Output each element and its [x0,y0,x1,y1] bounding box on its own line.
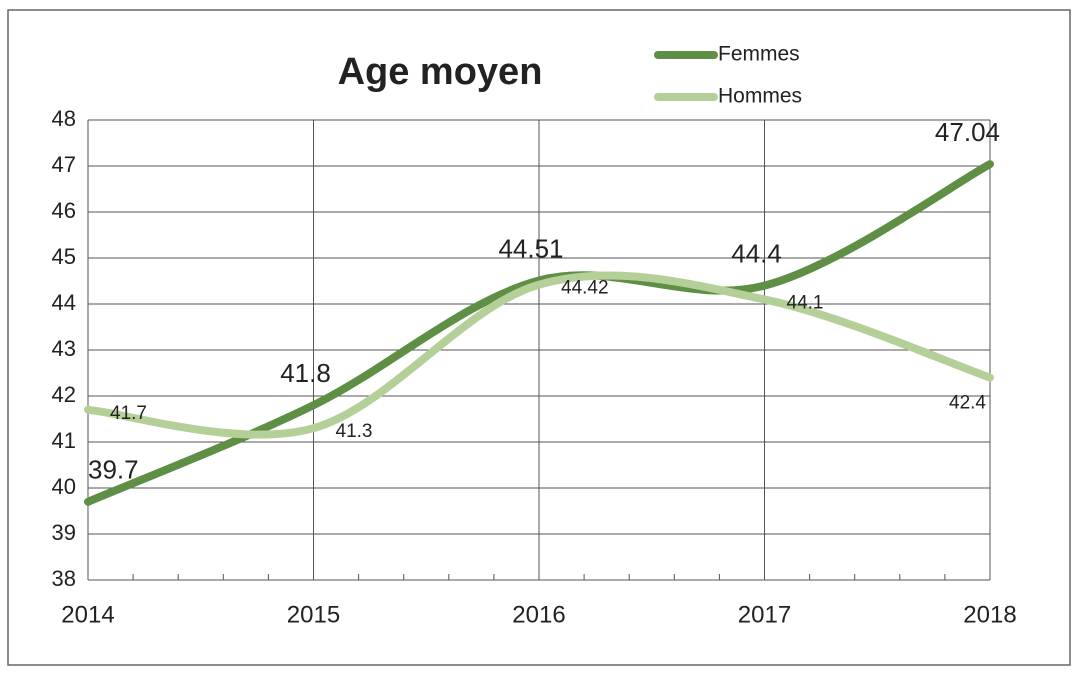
legend-label: Femmes [718,43,800,66]
data-label: 41.3 [336,421,373,442]
y-tick-label: 44 [52,290,76,315]
x-tick-label: 2018 [963,601,1016,628]
x-tick-label: 2016 [512,601,565,628]
data-label: 44.1 [787,292,824,313]
y-tick-label: 45 [52,244,76,269]
x-tick-label: 2014 [61,601,114,628]
y-tick-label: 43 [52,336,76,361]
legend-label: Hommes [718,85,802,108]
data-label: 44.4 [731,238,782,268]
data-label: 39.7 [88,455,139,485]
data-label: 42.4 [949,393,986,414]
y-tick-label: 40 [52,474,76,499]
y-tick-label: 46 [52,198,76,223]
series-line [84,271,994,439]
y-tick-label: 42 [52,382,76,407]
y-tick-label: 39 [52,520,76,545]
data-label: 47.04 [935,117,1000,147]
chart-title: Age moyen [338,51,543,93]
x-tick-label: 2017 [738,601,791,628]
y-tick-label: 38 [52,566,76,591]
data-label: 44.51 [498,233,563,263]
y-tick-label: 48 [52,106,76,131]
x-tick-label: 2015 [287,601,340,628]
y-tick-label: 41 [52,428,76,453]
data-label: 41.8 [280,358,331,388]
data-label: 44.42 [561,278,609,299]
frame [7,9,1071,666]
y-tick-label: 47 [52,152,76,177]
data-label: 41.7 [110,403,147,424]
